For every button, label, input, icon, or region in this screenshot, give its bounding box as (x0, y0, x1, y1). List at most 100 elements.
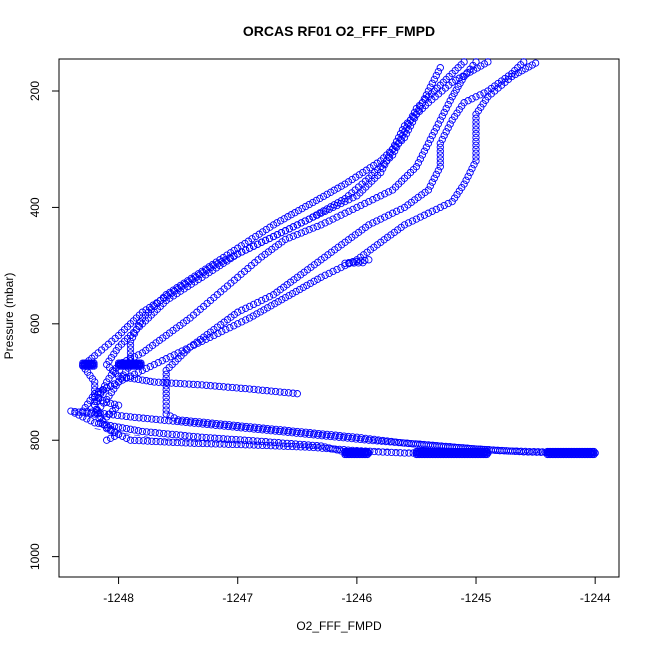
data-point (169, 286, 178, 294)
data-point (271, 427, 279, 435)
data-point (284, 428, 292, 436)
data-point (182, 418, 190, 426)
data-point (436, 159, 444, 167)
data-point (369, 196, 377, 204)
data-point (211, 382, 219, 390)
data-point (138, 314, 147, 322)
data-point (280, 388, 288, 397)
data-point (331, 433, 339, 441)
data-point (150, 360, 158, 369)
data-point (411, 440, 420, 448)
data-point (414, 106, 423, 115)
data-point (87, 409, 95, 418)
data-point (228, 423, 237, 431)
data-point (436, 151, 444, 159)
data-point (469, 66, 478, 74)
data-point (323, 190, 331, 198)
data-point-cluster (90, 362, 98, 370)
data-point (374, 448, 383, 456)
data-point (293, 390, 301, 398)
data-point (146, 377, 154, 386)
data-point (83, 408, 91, 416)
data-point (238, 318, 246, 326)
data-point (202, 433, 210, 442)
data-point (262, 225, 270, 234)
data-point (329, 215, 337, 223)
data-point (273, 219, 281, 227)
data-point (420, 440, 428, 449)
data-point (214, 260, 222, 268)
data-point (326, 432, 335, 441)
data-point (293, 230, 301, 239)
data-point (297, 219, 305, 227)
data-point (448, 93, 456, 101)
data-point (186, 419, 194, 427)
data-point (79, 413, 87, 421)
data-point (138, 349, 147, 357)
data-point (257, 296, 266, 305)
data-point (369, 219, 377, 227)
data-point (240, 436, 249, 444)
data-point (118, 432, 127, 440)
data-point (392, 448, 400, 457)
data-point (414, 159, 423, 167)
data-point (220, 422, 228, 430)
data-point (198, 267, 206, 276)
data-point (472, 114, 480, 122)
data-point (103, 436, 111, 444)
data-point (275, 427, 284, 436)
data-point (263, 304, 272, 312)
data-point (345, 196, 353, 204)
data-point (280, 215, 288, 223)
data-point (91, 392, 99, 401)
data-point (472, 110, 480, 118)
data-point (194, 433, 202, 441)
data-point (139, 414, 147, 422)
data-point (339, 434, 347, 442)
data-point (410, 114, 419, 122)
data-point (142, 306, 150, 314)
data-point (436, 139, 444, 148)
data-point (277, 228, 286, 237)
data-point (228, 435, 236, 444)
data-point (232, 435, 240, 444)
data-point (219, 383, 228, 391)
data-point (94, 410, 102, 418)
data-point (405, 449, 413, 457)
data-point (280, 428, 288, 436)
data-point (168, 430, 176, 439)
data-point (198, 381, 206, 389)
data-point (305, 430, 313, 439)
data-point (279, 439, 287, 447)
data-point (432, 205, 440, 214)
data-point (396, 205, 405, 214)
data-point (187, 274, 195, 283)
data-point (303, 281, 311, 290)
data-point (404, 120, 413, 128)
data-point (249, 312, 257, 320)
data-point (143, 428, 151, 436)
data-point (162, 366, 170, 375)
data-point (472, 133, 480, 142)
data-point (284, 389, 293, 397)
y-tick-label: 800 (28, 430, 42, 450)
data-point (297, 429, 305, 438)
data-point (180, 380, 189, 388)
data-point (434, 166, 442, 175)
data-point (319, 207, 328, 215)
data-point (442, 104, 450, 113)
data-point (122, 434, 131, 442)
data-point (224, 440, 233, 448)
data-point (128, 333, 137, 342)
data-point (146, 362, 154, 371)
data-point (377, 215, 385, 223)
data-point (365, 436, 373, 444)
data-point (430, 75, 438, 84)
data-point (418, 99, 427, 107)
data-point (253, 240, 262, 248)
data-point (502, 447, 511, 455)
data-point (291, 440, 300, 448)
data-point (334, 184, 342, 192)
data-point (165, 438, 173, 446)
data-point (135, 414, 143, 422)
